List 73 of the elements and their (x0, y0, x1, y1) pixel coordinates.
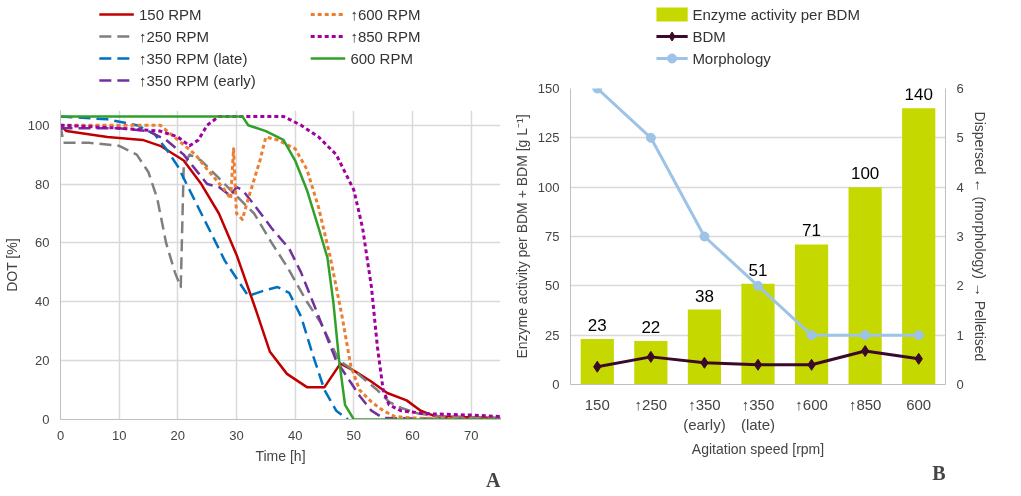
legend-label: ↑600 RPM (350, 6, 421, 23)
x-tick-label: 50 (346, 427, 362, 443)
point (913, 330, 924, 341)
data-label: 22 (641, 318, 661, 338)
legend-label: ↑350 RPM (late) (139, 50, 248, 67)
data-label: 51 (748, 260, 768, 280)
point (699, 231, 710, 242)
legend-label: 150 RPM (139, 6, 202, 23)
point (753, 280, 763, 291)
x-tick-label: 70 (463, 427, 479, 443)
x-tick-label: 60 (405, 427, 420, 443)
y-tick-label: 60 (35, 235, 50, 251)
legend-label: Enzyme activity per BDM (692, 6, 860, 23)
y-tick-label: 0 (552, 377, 560, 392)
point (860, 330, 871, 341)
data-label: 100 (850, 164, 880, 184)
point (860, 344, 870, 357)
legend-label: ↑250 RPM (139, 28, 210, 45)
bar (794, 244, 829, 385)
bar (687, 309, 722, 385)
y-tick-label: 80 (35, 176, 50, 192)
y-tick-label: 100 (537, 179, 560, 195)
x-tick-label: 30 (229, 427, 244, 443)
bar (741, 283, 775, 385)
text: B (932, 461, 946, 484)
y2-tick-label: 4 (956, 179, 964, 195)
x-tick-label: 10 (111, 427, 127, 443)
y2-axis-title: Dispersed ← (morphology) → Pelletised (971, 111, 988, 362)
x-tick-label: 150 (584, 395, 610, 413)
y2-tick-label: 5 (956, 130, 964, 146)
x-tick-label: 40 (287, 427, 303, 443)
y2-tick-label: 1 (956, 327, 964, 343)
legend-label: 600 RPM (350, 50, 413, 67)
point (753, 358, 763, 371)
y2-tick-label: 0 (956, 377, 964, 392)
y-tick-label: 150 (537, 81, 560, 96)
legend-label: BDM (692, 28, 726, 45)
bar (580, 339, 614, 385)
y2-tick-label: 2 (956, 278, 964, 294)
y-tick-label: 25 (545, 327, 560, 343)
data-label: 140 (904, 85, 933, 105)
y-tick-label: 40 (35, 294, 50, 310)
data-label: 23 (587, 316, 607, 336)
bar (902, 108, 936, 385)
data-label: 71 (802, 221, 822, 241)
x-tick-label: ↑250 (634, 395, 668, 413)
legend-label: Morphology (692, 50, 772, 67)
x-axis-title: Agitation speed [rpm] (691, 440, 825, 457)
y-tick-label: 75 (545, 229, 560, 244)
y-axis-title: Enzyme activity per BDM + BDM [g L⁻¹] (513, 114, 530, 359)
text: A (486, 468, 502, 491)
x-tick-label: ↑600 (795, 395, 828, 413)
x-tick-label: 20 (170, 427, 186, 443)
x-tick-label: ↑350 (early) (683, 395, 726, 433)
y-tick-label: 100 (27, 117, 50, 133)
point (645, 132, 656, 143)
y-tick-label: 50 (545, 278, 560, 294)
x-axis-title: Time [h] (255, 447, 306, 464)
bar (848, 187, 882, 385)
y-axis-title: DOT [%] (3, 238, 20, 292)
y2-tick-label: 6 (956, 81, 964, 96)
bar (634, 341, 668, 385)
x-tick-label: ↑350 (late) (740, 395, 776, 433)
y2-tick-label: 3 (956, 229, 964, 244)
x-tick-label: ↑850 (848, 395, 882, 413)
legend-label: ↑850 RPM (350, 28, 421, 45)
y-tick-label: 125 (537, 130, 560, 146)
x-tick-label: 600 (906, 395, 932, 413)
legend-label: ↑350 RPM (early) (139, 72, 256, 89)
y-tick-label: 20 (35, 353, 50, 369)
data-label: 38 (694, 286, 714, 306)
x-tick-label: 0 (56, 427, 65, 443)
point (806, 330, 817, 341)
